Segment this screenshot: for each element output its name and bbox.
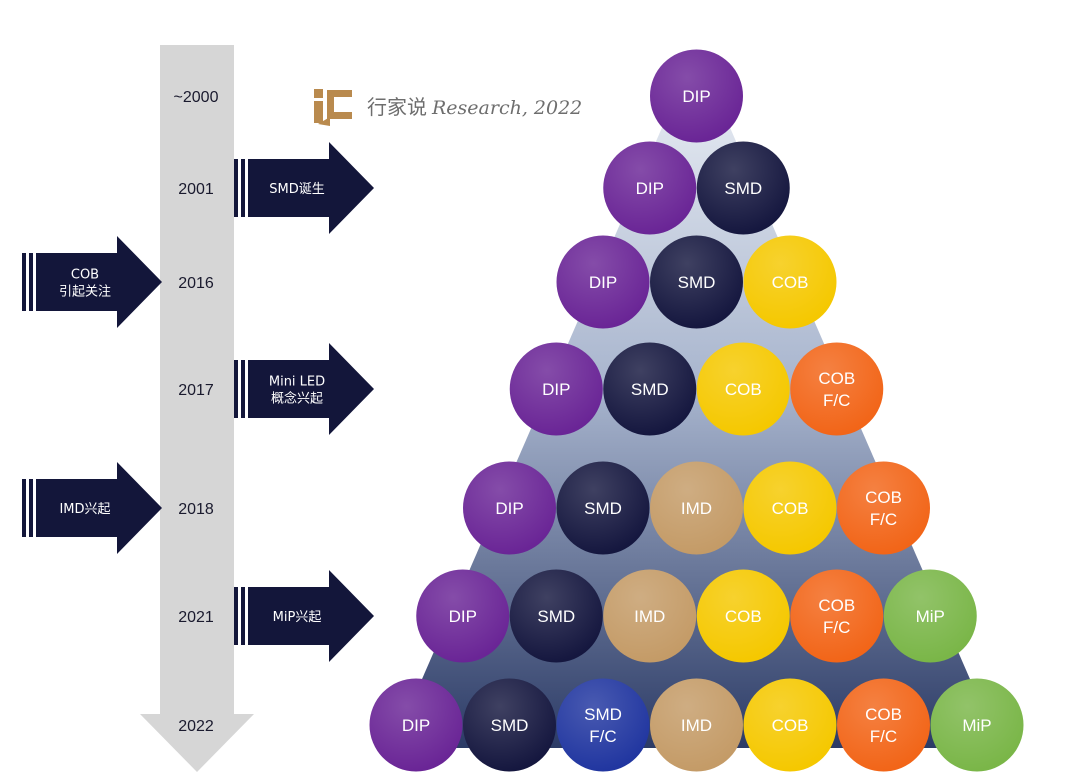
- event-label: SMD诞生: [269, 182, 324, 197]
- research-logo-icon: [314, 89, 352, 126]
- tech-label: SMD: [584, 705, 622, 724]
- tech-circle-imd: IMD: [650, 678, 743, 772]
- tech-circle-cob: COB: [743, 678, 837, 772]
- tech-label: F/C: [870, 510, 897, 529]
- tech-label: DIP: [636, 179, 664, 198]
- timeline-years: ~2000 2001 2016 2017 2018 2021 2022: [174, 89, 219, 735]
- tech-circle-cob: COB: [743, 235, 837, 329]
- tech-circle-mip: MiP: [930, 678, 1024, 772]
- tech-label: DIP: [449, 607, 477, 626]
- year-label: 2022: [178, 718, 214, 735]
- packaging-pyramid: DIP DIP SMD DIP SMD COB DIP SMD COB COB F/C DIP SMD I…: [369, 49, 1024, 772]
- tech-circle-dip: DIP: [463, 461, 556, 555]
- tech-label: SMD: [491, 716, 529, 735]
- tech-circle-smd: SMD: [650, 235, 743, 329]
- tech-label: IMD: [634, 607, 665, 626]
- tech-circle-smd: SMD: [463, 678, 556, 772]
- tech-circle-cob-f-c: COB F/C: [837, 678, 930, 772]
- tech-label: SMD: [678, 273, 716, 292]
- year-label: ~2000: [174, 89, 219, 106]
- pyramid-circles: DIP DIP SMD DIP SMD COB DIP SMD COB COB F/C DIP SMD I…: [369, 49, 1024, 772]
- year-label: 2001: [178, 181, 214, 198]
- event-label: COB: [71, 268, 99, 283]
- tech-circle-imd: IMD: [650, 461, 743, 555]
- event-label: IMD兴起: [59, 502, 110, 517]
- tech-circle-cob: COB: [696, 342, 790, 436]
- event-arrow: SMD诞生: [234, 142, 374, 234]
- tech-circle-cob: COB: [743, 461, 837, 555]
- tech-circle-cob-f-c: COB F/C: [837, 461, 930, 555]
- tech-label: F/C: [589, 727, 616, 746]
- timeline-arrow: [140, 45, 254, 772]
- tech-label: DIP: [402, 716, 430, 735]
- tech-label: COB: [772, 716, 809, 735]
- tech-label: COB: [725, 380, 762, 399]
- tech-circle-dip: DIP: [603, 141, 697, 235]
- tech-label: COB: [772, 499, 809, 518]
- tech-label: COB: [865, 488, 902, 507]
- tech-label: COB: [818, 596, 855, 615]
- tech-label: DIP: [589, 273, 617, 292]
- tech-label: COB: [772, 273, 809, 292]
- tech-label: MiP: [916, 607, 945, 626]
- tech-circle-cob-f-c: COB F/C: [790, 342, 884, 436]
- tech-label: DIP: [542, 380, 570, 399]
- year-label: 2017: [178, 382, 214, 399]
- tech-label: F/C: [870, 727, 897, 746]
- tech-label: SMD: [584, 499, 622, 518]
- watermark: 行家说 Research, 2022: [314, 89, 582, 126]
- watermark-cn: 行家说: [367, 95, 427, 119]
- event-label: 引起关注: [59, 285, 111, 300]
- tech-circle-dip: DIP: [509, 342, 603, 436]
- tech-label: IMD: [681, 499, 712, 518]
- tech-circle-mip: MiP: [883, 569, 977, 663]
- tech-circle-smd: SMD: [509, 569, 603, 663]
- tech-label: COB: [865, 705, 902, 724]
- event-label: 概念兴起: [271, 391, 323, 407]
- year-label: 2021: [178, 609, 214, 626]
- tech-circle-imd: IMD: [603, 569, 697, 663]
- tech-circle-smd: SMD: [556, 461, 650, 555]
- event-arrow: MiP兴起: [234, 570, 374, 662]
- tech-circle-smd: SMD: [603, 342, 697, 436]
- event-arrow: COB 引起关注: [22, 236, 162, 328]
- event-label: Mini LED: [269, 375, 325, 390]
- event-arrow: IMD兴起: [22, 462, 162, 554]
- tech-label: IMD: [681, 716, 712, 735]
- tech-label: F/C: [823, 391, 850, 410]
- tech-circle-smd-f-c: SMD F/C: [556, 678, 650, 772]
- tech-circle-smd: SMD: [696, 141, 790, 235]
- tech-circle-cob-f-c: COB F/C: [790, 569, 884, 663]
- tech-circle-cob: COB: [696, 569, 790, 663]
- timeline: ~2000 2001 2016 2017 2018 2021 2022: [140, 45, 254, 772]
- tech-circle-dip: DIP: [369, 678, 463, 772]
- event-label: MiP兴起: [273, 610, 322, 625]
- watermark-en: Research, 2022: [431, 97, 582, 119]
- tech-label: DIP: [495, 499, 523, 518]
- year-label: 2016: [178, 275, 214, 292]
- tech-label: COB: [818, 369, 855, 388]
- tech-label: SMD: [537, 607, 575, 626]
- tech-circle-dip: DIP: [650, 49, 743, 143]
- tech-label: DIP: [682, 87, 710, 106]
- tech-label: SMD: [724, 179, 762, 198]
- tech-label: COB: [725, 607, 762, 626]
- tech-label: F/C: [823, 618, 850, 637]
- tech-label: MiP: [962, 716, 991, 735]
- tech-label: SMD: [631, 380, 669, 399]
- tech-circle-dip: DIP: [416, 569, 510, 663]
- tech-circle-dip: DIP: [556, 235, 650, 329]
- year-label: 2018: [178, 501, 214, 518]
